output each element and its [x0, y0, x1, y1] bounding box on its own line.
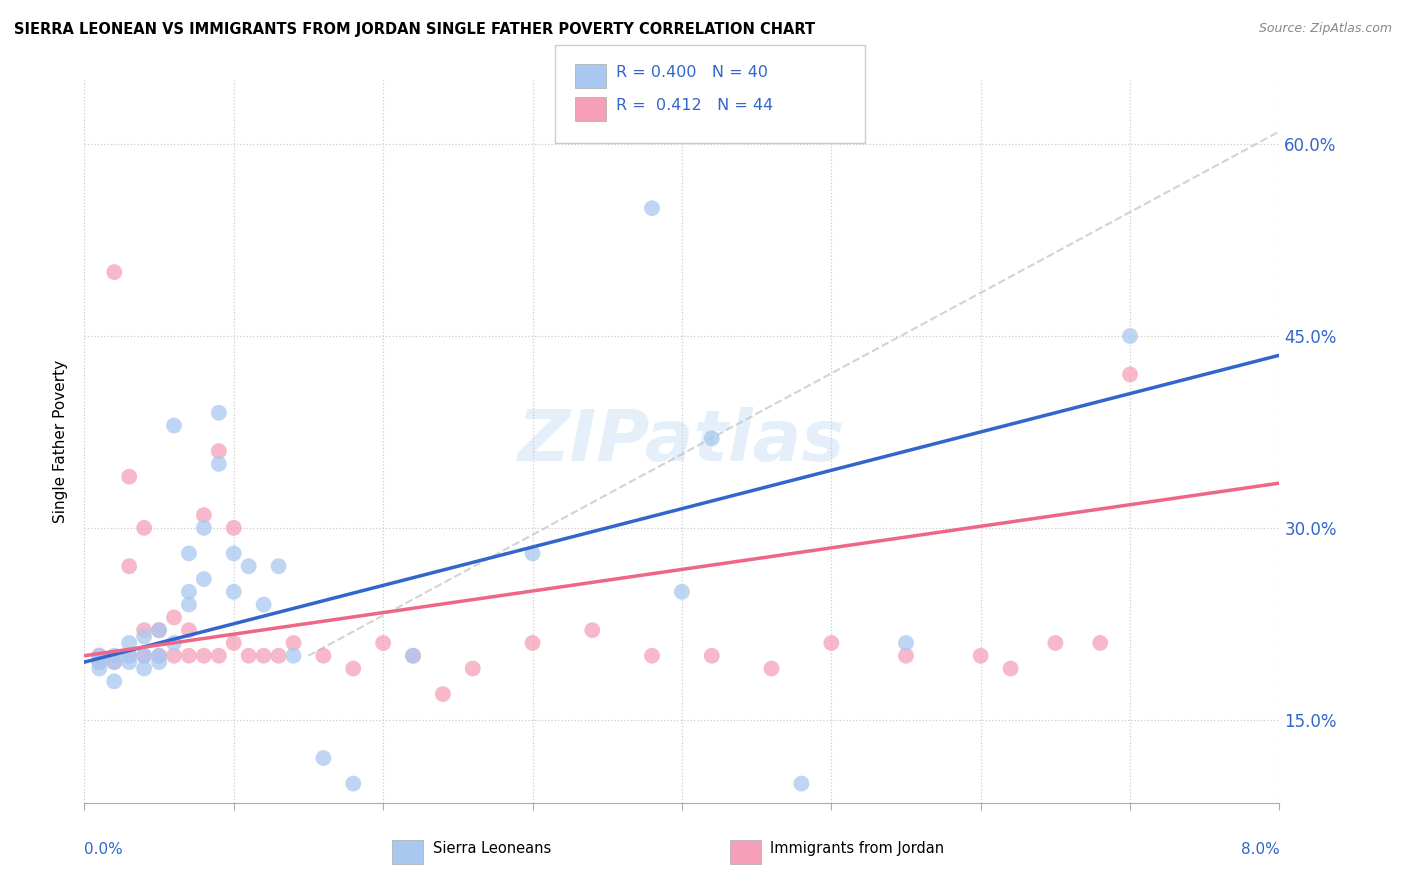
Point: [283, 636, 305, 650]
Text: R =  0.412   N = 44: R = 0.412 N = 44: [616, 98, 773, 113]
Point: [148, 648, 170, 663]
Point: [193, 572, 215, 586]
Point: [761, 661, 783, 675]
Point: [894, 636, 917, 650]
Point: [163, 610, 186, 624]
Point: [132, 648, 156, 663]
Point: [267, 559, 290, 574]
Y-axis label: Single Father Poverty: Single Father Poverty: [53, 360, 69, 523]
Point: [208, 406, 231, 420]
Point: [522, 546, 544, 560]
Point: [148, 648, 170, 663]
Point: [402, 648, 425, 663]
Text: SIERRA LEONEAN VS IMMIGRANTS FROM JORDAN SINGLE FATHER POVERTY CORRELATION CHART: SIERRA LEONEAN VS IMMIGRANTS FROM JORDAN…: [14, 22, 815, 37]
Point: [700, 431, 723, 445]
Point: [238, 648, 260, 663]
Point: [163, 636, 186, 650]
Point: [163, 418, 186, 433]
Point: [177, 584, 200, 599]
Point: [581, 623, 603, 637]
Point: [132, 630, 156, 644]
Point: [522, 636, 544, 650]
Point: [238, 559, 260, 574]
Point: [103, 674, 125, 689]
Point: [118, 655, 141, 669]
Point: [790, 776, 813, 790]
Point: [89, 661, 111, 675]
Point: [132, 661, 156, 675]
Text: R = 0.400   N = 40: R = 0.400 N = 40: [616, 65, 768, 80]
Point: [118, 648, 141, 663]
Point: [461, 661, 484, 675]
Point: [118, 648, 141, 663]
Point: [1119, 368, 1142, 382]
Point: [641, 201, 664, 215]
Point: [1045, 636, 1067, 650]
Point: [970, 648, 993, 663]
Point: [1090, 636, 1112, 650]
Point: [177, 598, 200, 612]
Point: [373, 636, 395, 650]
Point: [177, 546, 200, 560]
Point: [163, 648, 186, 663]
Point: [177, 623, 200, 637]
Point: [312, 751, 335, 765]
Point: [820, 636, 842, 650]
Point: [222, 546, 245, 560]
Point: [312, 648, 335, 663]
Text: ZIPatlas: ZIPatlas: [519, 407, 845, 476]
Point: [118, 559, 141, 574]
Point: [222, 636, 245, 650]
Text: Immigrants from Jordan: Immigrants from Jordan: [770, 841, 945, 856]
Point: [148, 655, 170, 669]
Point: [89, 648, 111, 663]
Point: [671, 584, 693, 599]
Point: [208, 444, 231, 458]
Point: [148, 623, 170, 637]
Point: [103, 265, 125, 279]
Point: [342, 661, 364, 675]
Text: 0.0%: 0.0%: [84, 842, 124, 856]
Point: [1119, 329, 1142, 343]
Point: [89, 655, 111, 669]
Point: [132, 623, 156, 637]
Point: [342, 776, 364, 790]
Point: [103, 655, 125, 669]
Point: [208, 648, 231, 663]
Point: [700, 648, 723, 663]
Point: [193, 508, 215, 522]
Point: [253, 598, 276, 612]
Text: Sierra Leoneans: Sierra Leoneans: [433, 841, 551, 856]
Point: [432, 687, 454, 701]
Text: Source: ZipAtlas.com: Source: ZipAtlas.com: [1258, 22, 1392, 36]
Point: [208, 457, 231, 471]
Point: [1000, 661, 1022, 675]
Point: [222, 584, 245, 599]
Point: [222, 521, 245, 535]
Point: [148, 623, 170, 637]
Point: [253, 648, 276, 663]
Point: [177, 648, 200, 663]
Point: [118, 469, 141, 483]
Point: [267, 648, 290, 663]
Text: 8.0%: 8.0%: [1240, 842, 1279, 856]
Point: [283, 648, 305, 663]
Point: [193, 521, 215, 535]
Point: [89, 655, 111, 669]
Point: [132, 521, 156, 535]
Point: [132, 648, 156, 663]
Point: [894, 648, 917, 663]
Point: [193, 648, 215, 663]
Point: [402, 648, 425, 663]
Point: [641, 648, 664, 663]
Point: [103, 648, 125, 663]
Point: [89, 648, 111, 663]
Point: [103, 655, 125, 669]
Point: [118, 636, 141, 650]
